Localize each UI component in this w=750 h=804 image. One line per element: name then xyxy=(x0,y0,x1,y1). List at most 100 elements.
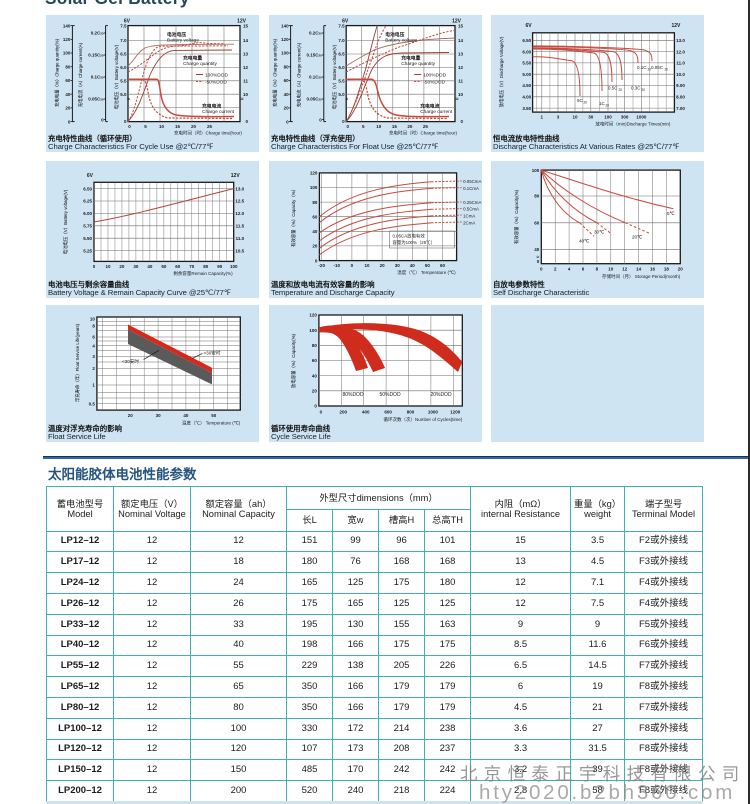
svg-text:放电时间（min)Discharge Times(min): 放电时间（min)Discharge Times(min) xyxy=(595,121,671,128)
svg-text:12V: 12V xyxy=(671,23,681,29)
svg-text:20: 20 xyxy=(606,103,610,107)
svg-text:60: 60 xyxy=(175,264,181,269)
svg-text:5.75: 5.75 xyxy=(83,224,92,229)
svg-text:20: 20 xyxy=(648,67,652,71)
svg-text:8: 8 xyxy=(92,323,95,328)
svg-text:1000: 1000 xyxy=(636,115,647,120)
svg-text:≈: ≈ xyxy=(345,97,348,103)
svg-text:充电时间（时）Charge time(hour): 充电时间（时）Charge time(hour) xyxy=(174,130,243,137)
svg-text:20: 20 xyxy=(128,413,134,418)
svg-text:40℃: 40℃ xyxy=(579,239,590,244)
svg-text:0.1C20: 0.1C20 xyxy=(309,75,322,80)
svg-text:0.05C20: 0.05C20 xyxy=(88,97,104,102)
svg-text:9.00: 9.00 xyxy=(676,83,685,88)
svg-text:80: 80 xyxy=(65,64,71,69)
svg-text:10: 10 xyxy=(364,263,370,268)
svg-text:13.0: 13.0 xyxy=(676,38,685,43)
svg-text:90: 90 xyxy=(217,264,223,269)
svg-text:70: 70 xyxy=(189,264,195,269)
svg-text:100: 100 xyxy=(309,328,317,333)
svg-text:4: 4 xyxy=(568,267,571,272)
svg-text:1: 1 xyxy=(92,383,95,388)
svg-text:剩余容量Remain Capacity(%): 剩余容量Remain Capacity(%) xyxy=(173,270,233,277)
svg-text:600: 600 xyxy=(384,410,392,415)
svg-text:5: 5 xyxy=(144,124,147,129)
svg-text:0: 0 xyxy=(245,119,248,124)
svg-text:80: 80 xyxy=(284,64,290,69)
svg-text:5.50: 5.50 xyxy=(83,236,92,241)
svg-text:6.5: 6.5 xyxy=(120,52,127,57)
svg-text:12: 12 xyxy=(243,65,249,70)
svg-text:13: 13 xyxy=(458,52,464,57)
svg-text:12.5: 12.5 xyxy=(235,199,244,204)
svg-text:3.50: 3.50 xyxy=(522,106,531,111)
svg-text:充电电流（A）Charge current(A): 充电电流（A）Charge current(A) xyxy=(77,42,84,107)
svg-text:12V: 12V xyxy=(231,173,241,179)
svg-text:充电时间（时）Charge time(hour): 充电时间（时）Charge time(hour) xyxy=(389,130,458,137)
svg-text:10: 10 xyxy=(608,267,614,272)
svg-text:14: 14 xyxy=(458,38,464,43)
svg-text:40: 40 xyxy=(410,263,416,268)
svg-text:电池电压（V）Battery voltage(V): 电池电压（V）Battery voltage(V) xyxy=(113,44,120,109)
svg-text:6.0: 6.0 xyxy=(338,65,345,70)
svg-text:2: 2 xyxy=(554,267,557,272)
svg-text:100: 100 xyxy=(281,51,289,56)
svg-text:20℃: 20℃ xyxy=(632,235,643,240)
svg-text:12.0: 12.0 xyxy=(676,49,685,54)
svg-text:0: 0 xyxy=(319,117,322,122)
svg-text:≈: ≈ xyxy=(241,97,244,103)
svg-text:120: 120 xyxy=(281,37,289,42)
svg-text:30: 30 xyxy=(133,264,139,269)
svg-text:100: 100 xyxy=(230,264,238,269)
svg-text:0.15C20: 0.15C20 xyxy=(88,53,104,58)
svg-text:≈: ≈ xyxy=(127,97,130,103)
svg-text:充电电量（%）Charge quantity(%): 充电电量（%）Charge quantity(%) xyxy=(53,38,60,107)
svg-text:1200: 1200 xyxy=(450,410,461,415)
svg-text:11: 11 xyxy=(458,79,463,84)
svg-text:0.5CmA: 0.5CmA xyxy=(463,207,479,212)
svg-text:40: 40 xyxy=(183,413,189,418)
svg-text:100%DOD: 100%DOD xyxy=(423,72,446,78)
svg-text:0: 0 xyxy=(128,124,131,129)
svg-text:11: 11 xyxy=(243,79,248,84)
svg-text:2: 2 xyxy=(92,366,95,371)
svg-text:15: 15 xyxy=(175,124,181,129)
svg-text:100: 100 xyxy=(310,185,318,190)
svg-text:Battery voltage: Battery voltage xyxy=(167,38,199,44)
svg-text:5.5: 5.5 xyxy=(120,79,127,84)
svg-text:放电容量（%）Capacity(%): 放电容量（%）Capacity(%) xyxy=(290,333,297,388)
svg-text:0.2C20: 0.2C20 xyxy=(309,31,322,36)
svg-text:200: 200 xyxy=(340,410,348,415)
svg-text:0.05C: 0.05C xyxy=(651,65,664,70)
svg-text:Charge current: Charge current xyxy=(202,109,235,115)
svg-text:40: 40 xyxy=(534,247,540,252)
svg-text:15: 15 xyxy=(392,124,398,129)
svg-text:有效容量（%）Capacity（%）: 有效容量（%）Capacity（%） xyxy=(290,187,297,247)
svg-text:0: 0 xyxy=(124,119,127,124)
svg-text:10: 10 xyxy=(159,124,165,129)
svg-text:12V: 12V xyxy=(237,19,247,25)
svg-text:100%DOD: 100%DOD xyxy=(205,72,228,78)
svg-text:20: 20 xyxy=(584,100,588,104)
svg-text:0: 0 xyxy=(101,117,104,122)
svg-text:30℃: 30℃ xyxy=(594,230,605,235)
svg-text:0.3C: 0.3C xyxy=(631,86,641,91)
svg-text:20%DOD: 20%DOD xyxy=(430,392,452,398)
svg-text:60: 60 xyxy=(312,358,318,363)
svg-text:20: 20 xyxy=(312,244,318,249)
svg-text:0.1CmA: 0.1CmA xyxy=(463,186,479,191)
svg-text:5.25: 5.25 xyxy=(83,248,92,253)
svg-text:4.50: 4.50 xyxy=(522,83,531,88)
svg-text:6.00: 6.00 xyxy=(522,49,531,54)
svg-text:400: 400 xyxy=(362,410,370,415)
svg-text:电池电压（V）Battery voltage(V): 电池电压（V）Battery voltage(V) xyxy=(62,189,69,254)
svg-text:0.25CmA: 0.25CmA xyxy=(463,200,481,205)
svg-text:10: 10 xyxy=(458,92,464,97)
svg-text:20: 20 xyxy=(191,124,197,129)
svg-text:300: 300 xyxy=(621,115,629,120)
svg-text:0: 0 xyxy=(540,267,543,272)
svg-text:60: 60 xyxy=(534,221,540,226)
svg-text:有效容量（%）Capacity(%): 有效容量（%）Capacity(%) xyxy=(513,189,520,244)
svg-text:6.50: 6.50 xyxy=(522,38,531,43)
svg-text:12V: 12V xyxy=(452,19,462,25)
